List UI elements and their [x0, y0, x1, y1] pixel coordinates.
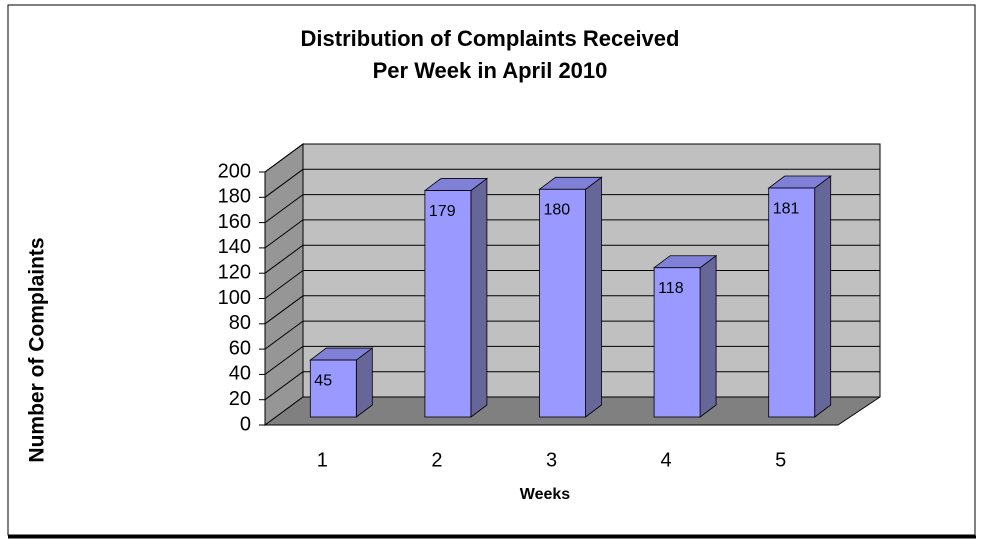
y-tick-label: 140 — [218, 236, 251, 258]
value-label: 45 — [314, 372, 332, 389]
grid-line — [264, 244, 304, 274]
y-tick-label: 40 — [229, 363, 251, 385]
bar — [768, 187, 816, 418]
grid-line — [264, 270, 304, 299]
x-tick-label: 4 — [661, 449, 672, 471]
grid-line — [264, 396, 304, 426]
bar — [653, 267, 701, 418]
bar — [424, 190, 472, 418]
y-tick-label: 80 — [229, 312, 251, 334]
x-tick-label: 1 — [317, 449, 328, 471]
grid-line — [264, 194, 304, 224]
bar-side — [814, 175, 832, 418]
grid-line — [264, 320, 304, 350]
grid-line — [264, 143, 304, 173]
x-axis-title: Weeks — [520, 486, 571, 503]
grid-line — [264, 345, 304, 375]
y-axis-title: Number of Complaints — [26, 237, 49, 462]
value-label: 118 — [658, 280, 684, 297]
value-label: 181 — [773, 200, 800, 217]
grid-line — [264, 295, 304, 325]
bar-side — [585, 176, 602, 418]
y-tick-label: 180 — [218, 186, 251, 208]
bar-side — [699, 254, 717, 418]
y-tick-label: 20 — [229, 388, 251, 410]
x-tick-label: 2 — [431, 449, 442, 471]
y-tick-label: 100 — [218, 287, 251, 309]
floor-edge — [837, 396, 881, 426]
value-label: 180 — [544, 202, 571, 219]
value-label: 179 — [429, 203, 456, 220]
y-tick-label: 200 — [218, 160, 251, 182]
y-tick-label: 160 — [218, 211, 251, 233]
x-tick-label: 5 — [775, 449, 786, 471]
chart-subtitle: Per Week in April 2010 — [373, 58, 608, 83]
grid-line — [264, 168, 304, 198]
bar — [539, 188, 586, 418]
grid-line — [264, 219, 304, 249]
y-tick-label: 60 — [229, 337, 251, 359]
y-tick-label: 120 — [218, 261, 251, 283]
bar — [309, 359, 357, 418]
y-tick-label: 0 — [240, 413, 251, 435]
bar-side — [470, 177, 488, 418]
x-tick-label: 3 — [546, 449, 557, 471]
grid-line — [264, 371, 304, 401]
chart-title: Distribution of Complaints Received — [301, 26, 680, 51]
